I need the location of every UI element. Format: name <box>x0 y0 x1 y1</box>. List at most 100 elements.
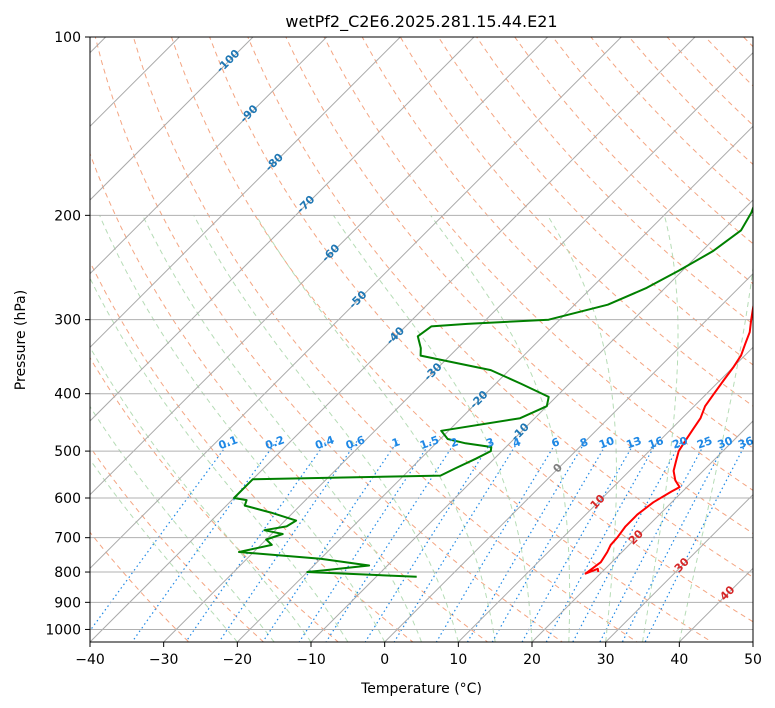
x-tick-label: −40 <box>75 652 105 668</box>
moist-adiabat <box>90 277 349 642</box>
isotherm-line <box>310 199 753 642</box>
y-tick-label: 500 <box>54 444 81 460</box>
y-tick-label: 600 <box>54 491 81 507</box>
isotherm-line <box>752 641 753 642</box>
mixing-ratio-label: 36 <box>736 434 755 452</box>
dry-adiabat <box>590 37 753 205</box>
moist-adiabat <box>90 405 275 642</box>
mixing-ratio-label: 2 <box>448 435 460 450</box>
isotherm-line <box>236 125 753 642</box>
mixing-ratio-line <box>572 440 683 642</box>
y-tick-label: 300 <box>54 313 81 329</box>
y-axis-ticks: 1000 900 800 700 600 500 400 300 200 100 <box>45 30 90 638</box>
mixing-ratio-label: 25 <box>695 434 714 451</box>
isotherm-line <box>383 272 753 642</box>
dry-adiabat <box>90 356 339 642</box>
mixing-ratio-label: 1.5 <box>418 433 441 452</box>
mixing-ratio-label: 8 <box>578 435 590 450</box>
dry-adiabat <box>90 446 265 642</box>
isotherm-line <box>162 51 753 642</box>
dry-adiabat <box>285 37 753 535</box>
moist-adiabat <box>642 215 679 642</box>
mixing-ratio-label: 4 <box>511 435 523 450</box>
x-tick-label: 50 <box>744 652 762 668</box>
mixing-ratio-label: 3 <box>484 435 496 450</box>
mixing-ratio-label: 10 <box>597 434 616 452</box>
isotherm-line <box>457 346 753 642</box>
dry-adiabat <box>514 37 753 285</box>
moist-adiabat <box>332 215 533 642</box>
mixing-ratio-line <box>599 440 707 642</box>
dry-adiabat <box>361 37 753 449</box>
series-layer <box>233 205 753 578</box>
moist-adiabat <box>193 215 459 642</box>
x-tick-label: −20 <box>223 652 253 668</box>
x-axis-label: Temperature (°C) <box>360 681 482 697</box>
mixing-ratio-line <box>131 440 278 642</box>
x-axis-ticks: −40 −30 −20 −10 0 10 20 30 40 50 <box>75 642 762 668</box>
mixing-ratio-line <box>521 440 637 642</box>
y-tick-label: 900 <box>54 595 81 611</box>
y-axis-label: Pressure (hPa) <box>13 290 29 390</box>
mixing-ratio-label: 6 <box>550 435 562 450</box>
profile-line-0 <box>584 303 753 575</box>
isotherm-line <box>604 493 753 642</box>
mixing-ratio-line <box>491 440 609 642</box>
isotherm-line <box>90 37 254 201</box>
mixing-ratio-line <box>298 440 432 642</box>
mixing-ratio-label: 1 <box>390 435 402 450</box>
x-tick-label: −10 <box>296 652 326 668</box>
y-tick-label: 200 <box>54 208 81 224</box>
mixing-ratio-label: 0.4 <box>313 433 336 452</box>
mixing-ratio-line <box>364 440 493 642</box>
dry-adiabat <box>132 37 638 642</box>
dry-adiabat <box>437 37 753 366</box>
profile-line-1 <box>233 205 753 578</box>
dry-adiabat <box>170 37 713 642</box>
mixing-ratio-line <box>621 440 728 642</box>
dry-adiabat <box>90 260 414 642</box>
dry-adiabat <box>399 37 753 407</box>
dry-adiabat <box>94 37 564 642</box>
x-tick-label: 20 <box>523 652 541 668</box>
mixing-ratio-label: 16 <box>647 434 666 452</box>
mixing-ratio-line <box>393 440 520 642</box>
chart-title: wetPf2_C2E6.2025.281.15.44.E21 <box>285 12 557 32</box>
mixing-ratio-label: 13 <box>624 434 643 451</box>
mixing-ratio-line <box>218 440 358 642</box>
mixing-ratio-label: 20 <box>671 434 690 452</box>
mixing-ratio-label: 0.6 <box>344 433 367 452</box>
mixing-ratio-line <box>325 440 457 642</box>
y-tick-label: 400 <box>54 387 81 403</box>
plot-frame <box>89 36 754 643</box>
mixing-ratio-label: 0.1 <box>217 433 240 452</box>
mixing-ratio-line <box>90 440 231 632</box>
isotherm-line <box>531 420 753 642</box>
moist-adiabat <box>547 215 617 642</box>
mixing-ratio-line <box>435 440 558 642</box>
grid-lines <box>0 10 753 654</box>
isotherm-line <box>90 37 696 642</box>
x-tick-label: −30 <box>149 652 179 668</box>
isotherm-line <box>90 37 402 349</box>
moist-adiabat <box>90 458 238 642</box>
dry-adiabat <box>247 37 753 578</box>
isotherm-line <box>90 37 181 128</box>
mixing-ratio-line <box>262 440 399 642</box>
mixing-ratio-label: 30 <box>716 434 735 452</box>
isotherm-line <box>90 37 549 496</box>
dry-adiabat <box>755 10 775 654</box>
moist-adiabat <box>678 264 753 642</box>
dry-adiabat <box>209 37 753 623</box>
y-tick-label: 100 <box>54 30 81 46</box>
x-tick-label: 40 <box>670 652 688 668</box>
isotherm-line <box>0 10 59 654</box>
x-tick-label: 0 <box>380 652 389 668</box>
dry-adiabat <box>476 37 753 325</box>
mixing-ratio-line <box>644 440 748 642</box>
dry-adiabat <box>742 37 753 48</box>
isotherm-line <box>90 37 623 570</box>
dry-adiabat <box>90 152 489 642</box>
